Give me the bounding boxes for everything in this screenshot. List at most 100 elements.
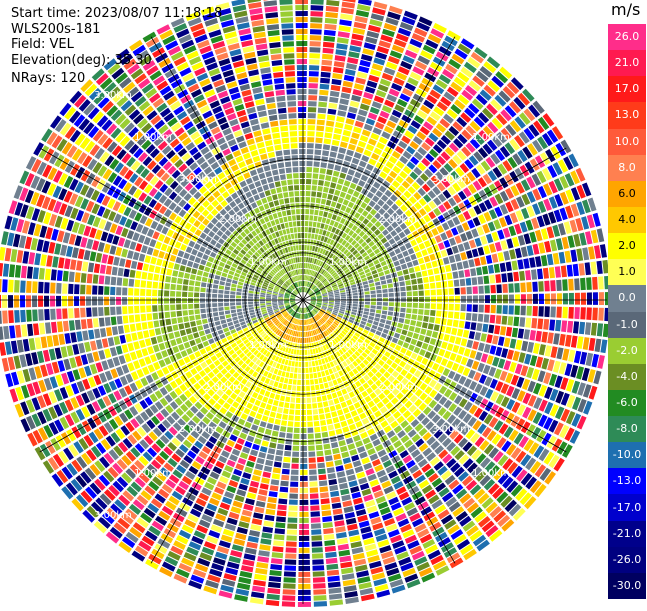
velocity-gate bbox=[371, 270, 377, 275]
velocity-gate bbox=[285, 553, 296, 559]
velocity-gate bbox=[148, 321, 154, 328]
velocity-gate bbox=[226, 314, 232, 318]
velocity-gate bbox=[298, 119, 306, 124]
velocity-gate bbox=[254, 302, 259, 304]
velocity-gate bbox=[337, 391, 343, 397]
velocity-gate bbox=[319, 480, 327, 486]
velocity-gate bbox=[322, 230, 326, 236]
velocity-gate bbox=[442, 281, 448, 288]
velocity-gate bbox=[311, 517, 321, 523]
velocity-gate bbox=[329, 594, 342, 600]
velocity-gate bbox=[353, 498, 363, 505]
velocity-gate bbox=[136, 323, 142, 331]
velocity-gate bbox=[308, 107, 316, 112]
velocity-gate bbox=[318, 469, 326, 475]
velocity-gate bbox=[124, 239, 131, 248]
velocity-gate bbox=[311, 191, 316, 197]
velocity-gate bbox=[245, 498, 255, 505]
velocity-gate bbox=[316, 126, 324, 132]
velocity-gate bbox=[496, 315, 502, 324]
velocity-gate bbox=[326, 200, 331, 206]
velocity-gate bbox=[550, 307, 556, 318]
velocity-gate bbox=[340, 142, 348, 149]
velocity-gate bbox=[322, 395, 327, 401]
velocity-gate bbox=[134, 297, 139, 304]
velocity-gate bbox=[351, 95, 361, 102]
velocity-gate bbox=[262, 397, 268, 403]
velocity-gate bbox=[26, 310, 32, 322]
velocity-gate bbox=[495, 347, 502, 357]
velocity-gate bbox=[565, 335, 572, 347]
velocity-gate bbox=[289, 409, 294, 414]
velocity-gate bbox=[337, 409, 343, 415]
velocity-gate bbox=[478, 343, 485, 352]
velocity-gate bbox=[594, 245, 601, 259]
velocity-gate bbox=[359, 161, 367, 168]
velocity-gate bbox=[515, 294, 520, 303]
velocity-gate bbox=[190, 274, 196, 280]
velocity-gate bbox=[96, 253, 103, 263]
velocity-gate bbox=[146, 289, 151, 296]
velocity-gate bbox=[381, 280, 387, 285]
velocity-gate bbox=[454, 312, 460, 319]
velocity-gate bbox=[26, 281, 32, 293]
velocity-gate bbox=[361, 202, 368, 209]
velocity-gate bbox=[11, 249, 18, 262]
velocity-gate bbox=[178, 344, 185, 351]
velocity-gate bbox=[27, 266, 33, 278]
velocity-gate bbox=[90, 341, 97, 351]
velocity-gate bbox=[404, 275, 410, 281]
velocity-gate bbox=[142, 322, 148, 330]
velocity-gate bbox=[309, 470, 317, 475]
velocity-gate bbox=[489, 244, 496, 253]
velocity-gate bbox=[449, 336, 456, 344]
velocity-gate bbox=[86, 239, 93, 249]
velocity-gate bbox=[306, 167, 312, 172]
velocity-gate bbox=[319, 229, 323, 235]
velocity-gate bbox=[188, 310, 194, 315]
velocity-gate bbox=[467, 287, 472, 295]
velocity-gate bbox=[297, 344, 299, 349]
velocity-gate bbox=[344, 591, 358, 598]
velocity-gate bbox=[382, 306, 387, 310]
velocity-gate bbox=[345, 69, 356, 76]
velocity-gate bbox=[29, 338, 36, 351]
velocity-gate bbox=[326, 6, 339, 12]
velocity-gate bbox=[184, 322, 190, 328]
velocity-gate bbox=[267, 588, 280, 594]
velocity-gate bbox=[355, 121, 364, 128]
velocity-gate bbox=[287, 366, 291, 372]
velocity-gate bbox=[144, 237, 151, 246]
velocity-gate bbox=[418, 284, 424, 290]
velocity-gate bbox=[156, 259, 162, 266]
velocity-gate bbox=[419, 297, 424, 302]
velocity-gate bbox=[314, 595, 327, 601]
velocity-gate bbox=[320, 84, 330, 90]
velocity-gate bbox=[260, 538, 271, 545]
velocity-gate bbox=[565, 251, 572, 263]
velocity-gate bbox=[339, 98, 349, 105]
velocity-gate bbox=[197, 252, 204, 258]
velocity-gate bbox=[361, 155, 369, 162]
velocity-gate bbox=[212, 303, 217, 307]
velocity-gate bbox=[389, 251, 395, 257]
velocity-gate bbox=[300, 332, 302, 337]
velocity-gate bbox=[33, 267, 39, 279]
velocity-gate bbox=[304, 251, 306, 256]
velocity-gate bbox=[420, 264, 426, 271]
velocity-gate bbox=[306, 386, 310, 391]
velocity-gate bbox=[15, 325, 21, 338]
velocity-gate bbox=[252, 444, 260, 451]
velocity-gate bbox=[326, 461, 334, 467]
velocity-gate bbox=[568, 307, 574, 319]
velocity-gate bbox=[262, 527, 273, 534]
velocity-gate bbox=[161, 327, 167, 334]
velocity-gate bbox=[513, 317, 519, 327]
velocity-gate bbox=[253, 512, 263, 519]
velocity-gate bbox=[166, 269, 172, 276]
velocity-gate bbox=[203, 324, 209, 330]
velocity-gate bbox=[340, 14, 353, 21]
velocity-gate bbox=[464, 348, 471, 357]
